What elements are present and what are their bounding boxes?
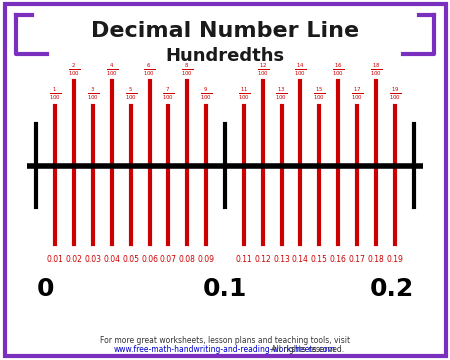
Text: 0.09: 0.09 [198, 256, 215, 265]
Text: $\frac{8}{100}$: $\frac{8}{100}$ [181, 62, 194, 78]
Text: 0.02: 0.02 [66, 256, 83, 265]
Text: Decimal Number Line: Decimal Number Line [91, 21, 359, 41]
Text: $\frac{7}{100}$: $\frac{7}{100}$ [162, 86, 175, 102]
Text: 0.13: 0.13 [273, 256, 290, 265]
Text: 0.18: 0.18 [368, 256, 384, 265]
Text: 0.15: 0.15 [311, 256, 328, 265]
Text: $\frac{6}{100}$: $\frac{6}{100}$ [144, 62, 156, 78]
Text: $\frac{17}{100}$: $\frac{17}{100}$ [351, 86, 363, 102]
Text: 0.2: 0.2 [369, 277, 414, 301]
Text: 0: 0 [36, 277, 54, 301]
Text: Hundredths: Hundredths [166, 47, 284, 65]
Text: $\frac{11}{100}$: $\frac{11}{100}$ [238, 86, 250, 102]
Text: $\frac{18}{100}$: $\frac{18}{100}$ [370, 62, 382, 78]
Text: $\frac{3}{100}$: $\frac{3}{100}$ [87, 86, 99, 102]
Text: www.free-math-handwriting-and-reading-worksheets.com: www.free-math-handwriting-and-reading-wo… [114, 345, 336, 354]
Text: $\frac{12}{100}$: $\frac{12}{100}$ [256, 62, 269, 78]
Text: 0.11: 0.11 [235, 256, 252, 265]
Text: $\frac{4}{100}$: $\frac{4}{100}$ [106, 62, 118, 78]
Text: $\frac{2}{100}$: $\frac{2}{100}$ [68, 62, 80, 78]
Text: 0.06: 0.06 [141, 256, 158, 265]
Text: 0.07: 0.07 [160, 256, 177, 265]
Text: $\frac{16}{100}$: $\frac{16}{100}$ [332, 62, 344, 78]
Text: $\frac{19}{100}$: $\frac{19}{100}$ [389, 86, 401, 102]
Text: $\frac{5}{100}$: $\frac{5}{100}$ [125, 86, 137, 102]
Text: $\frac{9}{100}$: $\frac{9}{100}$ [200, 86, 212, 102]
Text: 0.01: 0.01 [47, 256, 64, 265]
Text: 0.1: 0.1 [203, 277, 247, 301]
Text: 0.12: 0.12 [254, 256, 271, 265]
Text: 0.05: 0.05 [122, 256, 139, 265]
Text: $\frac{1}{100}$: $\frac{1}{100}$ [49, 86, 61, 102]
Text: 0.16: 0.16 [330, 256, 346, 265]
Text: 0.19: 0.19 [386, 256, 403, 265]
Text: For more great worksheets, lesson plans and teaching tools, visit: For more great worksheets, lesson plans … [100, 336, 350, 345]
Text: 0.17: 0.17 [349, 256, 365, 265]
Text: $\frac{14}{100}$: $\frac{14}{100}$ [294, 62, 306, 78]
Text: 0.14: 0.14 [292, 256, 309, 265]
Text: $\frac{13}{100}$: $\frac{13}{100}$ [275, 86, 288, 102]
Text: $\frac{15}{100}$: $\frac{15}{100}$ [313, 86, 325, 102]
Text: 0.04: 0.04 [104, 256, 120, 265]
Text: 0.08: 0.08 [179, 256, 196, 265]
Text: . All rights reserved.: . All rights reserved. [105, 345, 345, 354]
Text: 0.03: 0.03 [85, 256, 102, 265]
